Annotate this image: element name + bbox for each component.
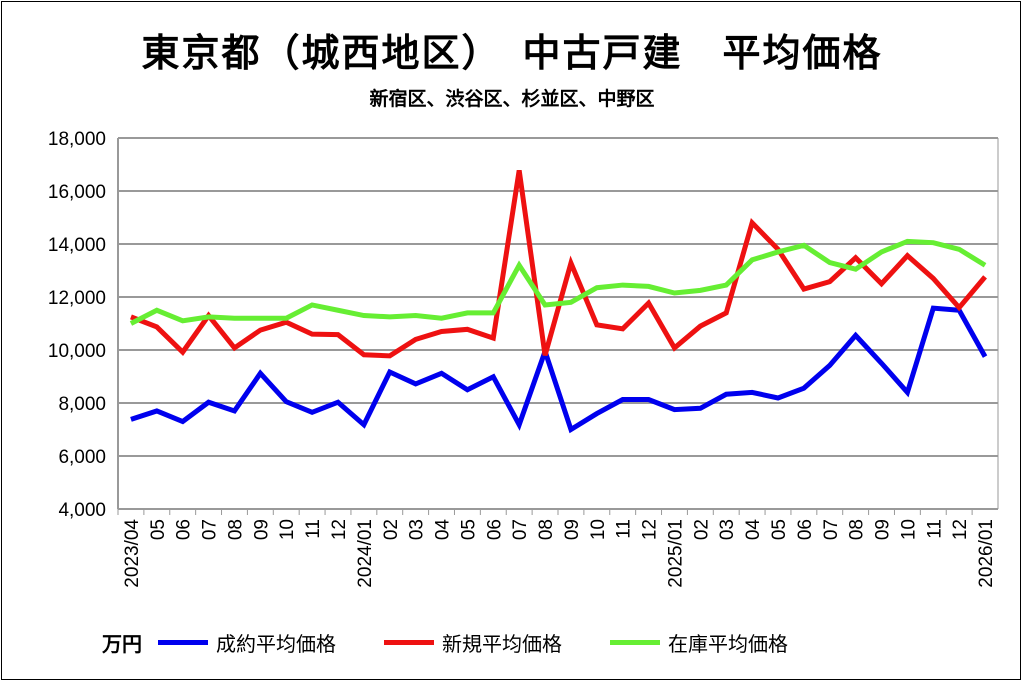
legend-swatch (384, 640, 434, 645)
legend-swatch (158, 640, 208, 645)
x-tick-label: 10 (588, 519, 609, 540)
x-tick-label: 2025/01 (665, 519, 686, 588)
x-tick-label: 03 (407, 519, 428, 540)
x-tick-label: 04 (433, 519, 454, 541)
chart-title: 東京都（城西地区） 中古戸建 平均価格 (141, 31, 883, 75)
x-tick-label: 11 (303, 519, 324, 539)
legend-item-1: 新規平均価格 (384, 628, 562, 657)
x-tick-label: 03 (717, 519, 738, 540)
chart-subtitle: 新宿区、渋谷区、杉並区、中野区 (369, 88, 655, 110)
x-tick-label: 2026/01 (976, 519, 997, 588)
x-tick-label: 10 (277, 519, 298, 540)
x-tick-label: 08 (536, 519, 557, 540)
x-tick-label: 2024/01 (355, 519, 376, 588)
y-tick-label: 12,000 (48, 288, 106, 309)
x-tick-label: 09 (562, 519, 583, 540)
legend-label: 新規平均価格 (442, 632, 562, 656)
x-tick-label: 2023/04 (122, 519, 143, 588)
x-tick-label: 06 (174, 519, 195, 540)
y-tick-label: 8,000 (58, 394, 106, 415)
y-tick-label: 10,000 (48, 341, 106, 362)
x-tick-label: 12 (640, 519, 661, 540)
x-tick-label: 12 (329, 519, 350, 540)
x-tick-label: 05 (769, 519, 790, 540)
y-tick-label: 6,000 (58, 447, 106, 468)
x-tick-label: 07 (821, 519, 842, 540)
x-tick-label: 07 (510, 519, 531, 540)
x-tick-label: 11 (614, 519, 635, 539)
x-tick-label: 09 (251, 519, 272, 540)
x-tick-label: 05 (458, 519, 479, 540)
series-line-1 (130, 169, 987, 359)
unit-label: 万円 (102, 632, 142, 656)
series-line-0 (130, 305, 988, 434)
x-tick-label: 02 (691, 519, 712, 540)
x-tick-label: 10 (898, 519, 919, 540)
legend-label: 在庫平均価格 (668, 632, 788, 656)
series-line-2 (129, 238, 987, 326)
x-tick-label: 07 (200, 519, 221, 540)
y-tick-label: 18,000 (48, 129, 106, 150)
x-tick-label: 06 (795, 519, 816, 540)
legend: 万円 成約平均価格 新規平均価格 在庫平均価格 (102, 628, 836, 657)
x-tick-label: 04 (743, 519, 764, 541)
x-tick-label: 12 (950, 519, 971, 540)
x-tick-label: 09 (873, 519, 894, 540)
legend-item-0: 成約平均価格 (158, 628, 336, 657)
x-tick-label: 11 (924, 519, 945, 539)
x-tick-label: 02 (381, 519, 402, 540)
legend-swatch (610, 640, 660, 645)
x-tick-label: 08 (847, 519, 868, 540)
legend-item-2: 在庫平均価格 (610, 628, 788, 657)
y-tick-label: 14,000 (48, 235, 106, 256)
y-tick-label: 16,000 (48, 182, 106, 203)
legend-label: 成約平均価格 (216, 632, 336, 656)
x-tick-label: 06 (484, 519, 505, 540)
y-tick-label: 4,000 (58, 500, 106, 521)
x-tick-label: 08 (225, 519, 246, 540)
x-tick-label: 05 (148, 519, 169, 540)
